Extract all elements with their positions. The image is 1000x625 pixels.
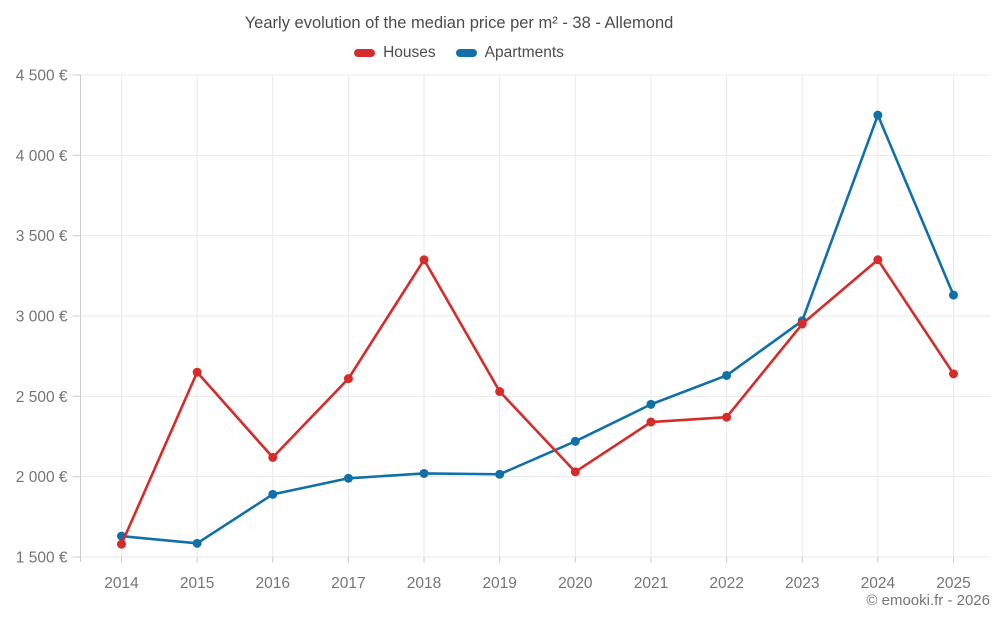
- svg-text:2020: 2020: [558, 575, 593, 592]
- legend-item-houses[interactable]: Houses: [354, 44, 436, 62]
- svg-text:2023: 2023: [785, 575, 819, 592]
- svg-text:2025: 2025: [936, 575, 970, 592]
- svg-text:2022: 2022: [709, 575, 743, 592]
- svg-text:2017: 2017: [331, 575, 365, 592]
- svg-text:4 000 €: 4 000 €: [16, 148, 68, 165]
- svg-text:2 000 €: 2 000 €: [16, 469, 68, 486]
- svg-text:2016: 2016: [256, 575, 290, 592]
- legend-item-apartments[interactable]: Apartments: [455, 44, 564, 62]
- svg-text:3 500 €: 3 500 €: [16, 228, 68, 245]
- svg-text:2 500 €: 2 500 €: [16, 389, 68, 406]
- svg-text:2024: 2024: [861, 575, 896, 592]
- apartments-series-label: Apartments: [484, 44, 564, 61]
- houses-series-swatch: [354, 49, 376, 57]
- svg-text:2015: 2015: [180, 575, 214, 592]
- chart-legend: Houses Apartments: [0, 44, 1000, 62]
- apartments-series-swatch: [455, 49, 477, 57]
- svg-text:2014: 2014: [104, 575, 139, 592]
- svg-text:2021: 2021: [634, 575, 668, 592]
- svg-text:2018: 2018: [407, 575, 441, 592]
- svg-text:1 500 €: 1 500 €: [16, 550, 68, 567]
- svg-text:3 000 €: 3 000 €: [16, 309, 68, 326]
- copyright-attribution: © emooki.fr - 2026: [866, 592, 990, 609]
- svg-text:4 500 €: 4 500 €: [16, 68, 68, 85]
- chart-title: Yearly evolution of the median price per…: [244, 14, 674, 32]
- houses-series-label: Houses: [383, 44, 436, 61]
- svg-text:2019: 2019: [482, 575, 516, 592]
